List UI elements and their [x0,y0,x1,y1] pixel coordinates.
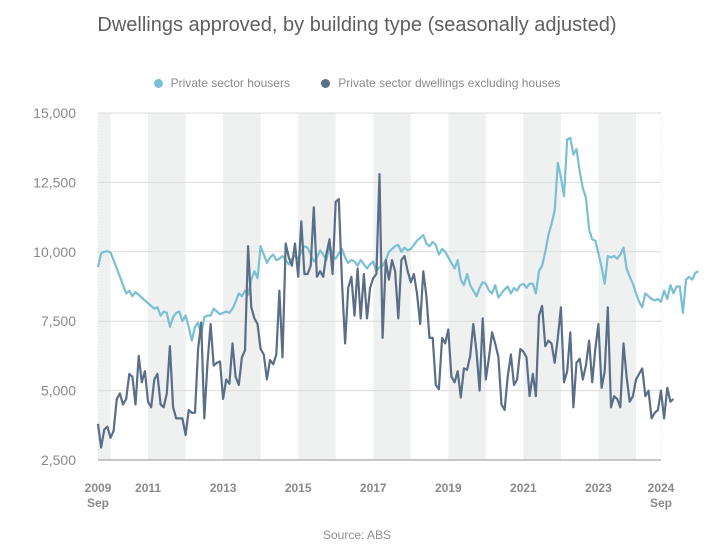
year-band-2011 [148,113,186,460]
x-tick-label: 2023 [585,481,612,495]
year-band-2021 [523,113,561,460]
source-note: Source: ABS [322,528,392,542]
y-tick-label: 12,500 [33,174,76,190]
y-tick-label: 2,500 [41,452,76,468]
year-band-2015 [298,113,336,460]
x-tick-label: 2009 [85,481,112,495]
series-line-private-other-dwellings [96,173,675,449]
x-tick-label: 2015 [285,481,312,495]
y-tick-label: 5,000 [41,383,76,399]
x-tick-sublabel: Sep [650,496,672,510]
series-line-private-houses [96,136,699,342]
x-tick-sublabel: Sep [87,496,109,510]
y-tick-label: 10,000 [33,244,76,260]
legend-label-houses: Private sector housers [170,76,290,90]
x-tick-label: 2017 [360,481,387,495]
x-tick-label: 2011 [135,481,161,495]
chart-title: Dwellings approved, by building type (se… [97,14,617,36]
legend-dot-houses-icon [153,78,163,88]
year-band-2009 [98,113,111,460]
legend-dot-other-dwellings-icon [321,78,331,88]
x-tick-label: 2021 [510,481,537,495]
legend-item-other-dwellings[interactable]: Private sector dwellings excluding house… [321,76,560,90]
legend: Private sector housers Private sector dw… [0,76,714,91]
year-band-2017 [373,113,411,460]
y-tick-label: 15,000 [33,105,76,121]
y-tick-label: 7,500 [41,313,76,329]
x-tick-label: 2024 [648,481,675,495]
year-band-2023 [598,113,636,460]
x-tick-label: 2019 [435,481,462,495]
legend-label-other-dwellings: Private sector dwellings excluding house… [338,76,561,90]
x-tick-label: 2013 [210,481,237,495]
legend-item-houses[interactable]: Private sector housers [153,76,290,90]
year-bands [98,113,636,460]
series-lines [96,136,699,449]
y-axis-ticks: 2,500 5,000 7,500 10,000 12,500 15,000 [33,105,76,468]
year-band-2013 [223,113,261,460]
